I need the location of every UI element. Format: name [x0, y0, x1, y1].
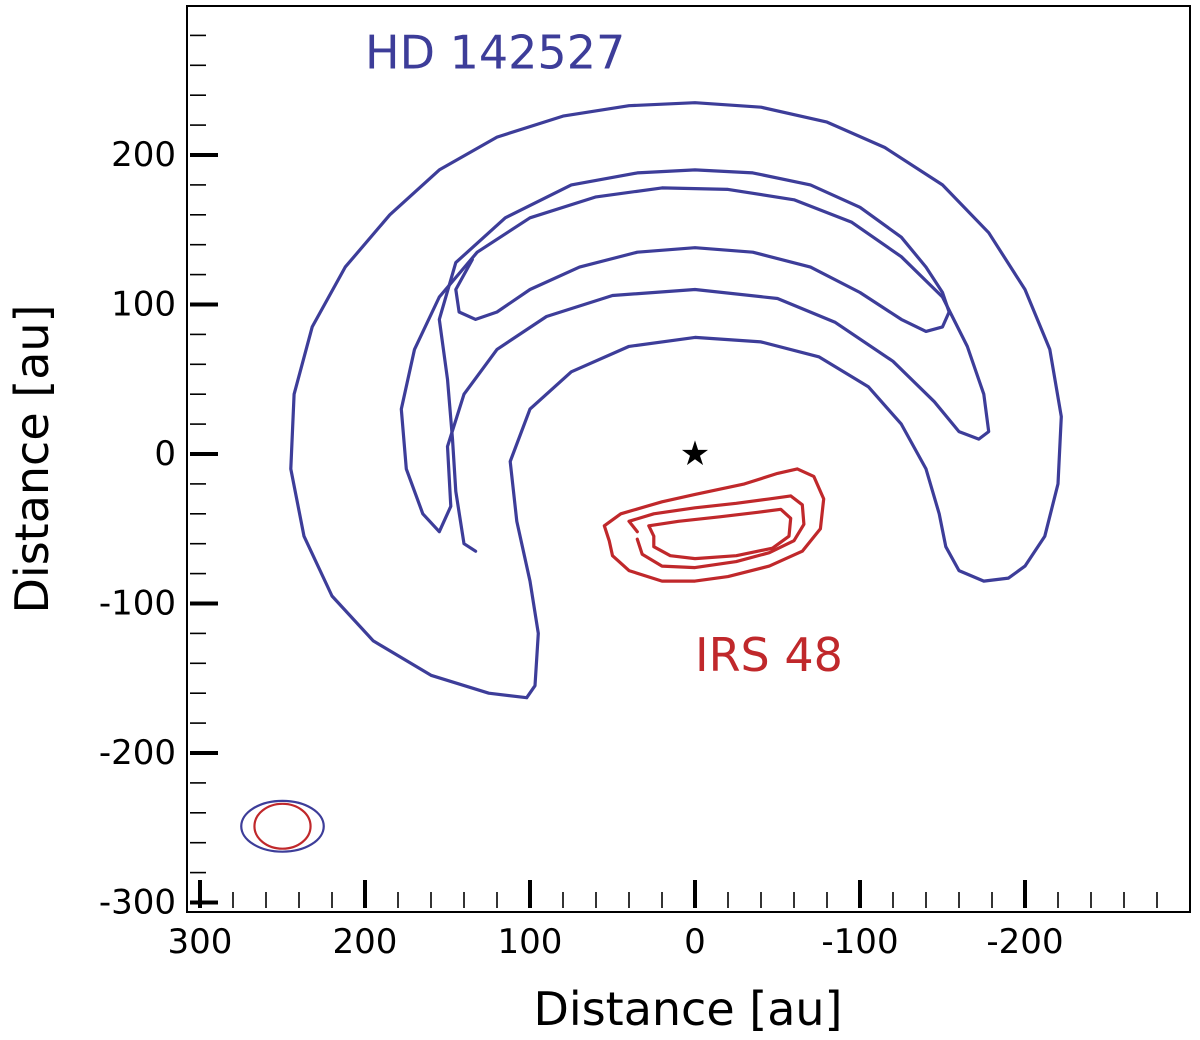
y-tick-label: -300: [99, 883, 176, 923]
y-tick-label: 100: [111, 285, 176, 325]
plot-frame: [186, 5, 1191, 913]
y-tick-labels: 200 100 0 -100 -200 -300: [99, 135, 176, 923]
contour-level: [289, 101, 1063, 700]
contour-series-2: [602, 467, 826, 583]
beam-ellipse: [240, 799, 325, 853]
beam-ellipse: [253, 802, 312, 850]
y-tick-label: 200: [111, 135, 176, 175]
x-tick-label: -200: [986, 922, 1063, 962]
star-marker: ★: [680, 434, 710, 474]
major-ticks: [190, 153, 1027, 908]
annotation-label: HD 142527: [365, 25, 625, 79]
annotations: HD 142527 IRS 48: [365, 25, 843, 681]
contour-level: [602, 467, 826, 583]
contour-level: [399, 186, 991, 534]
x-tick-labels: 300 200 100 0 -100 -200: [168, 922, 1064, 962]
x-tick-label: 100: [498, 922, 563, 962]
beam-ellipses: [240, 799, 325, 853]
annotation-label: IRS 48: [695, 628, 843, 682]
x-axis-label: Distance [au]: [534, 982, 843, 1036]
contour-series-1: [289, 101, 1063, 700]
x-tick-label: 300: [168, 922, 233, 962]
y-tick-label: -200: [99, 733, 176, 773]
y-tick-label: -100: [99, 584, 176, 624]
y-axis-label: Distance [au]: [5, 305, 59, 614]
x-tick-label: -100: [821, 922, 898, 962]
minor-ticks: [190, 34, 1158, 908]
x-tick-label: 0: [684, 922, 706, 962]
contour-level: [437, 168, 951, 553]
contour-series: [289, 101, 1063, 700]
y-tick-label: 0: [154, 434, 176, 474]
contour-level: [647, 507, 793, 561]
contour-level: [627, 494, 806, 570]
x-tick-label: 200: [333, 922, 398, 962]
